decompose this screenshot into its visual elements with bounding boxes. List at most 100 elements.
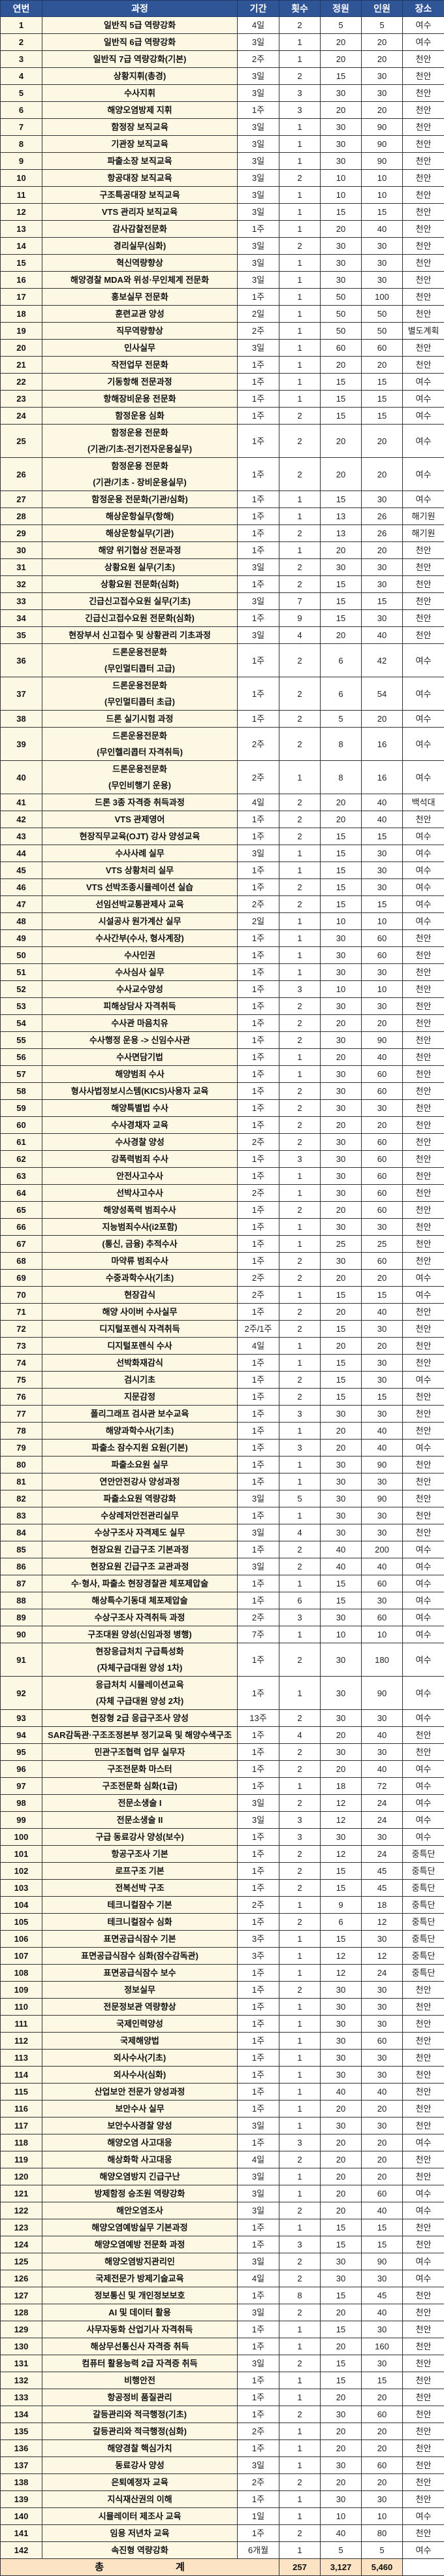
cell-period: 1일 bbox=[238, 2508, 279, 2525]
cell-period: 1주 bbox=[238, 2016, 279, 2033]
cell-capacity: 20 bbox=[321, 1304, 362, 1321]
cell-course: 인사실무 bbox=[42, 340, 238, 357]
cell-persons: 12 bbox=[362, 1948, 403, 1965]
cell-no: 134 bbox=[1, 2406, 42, 2423]
cell-capacity: 10 bbox=[321, 1626, 362, 1643]
cell-place: 천안 bbox=[403, 2321, 444, 2338]
cell-place: 천안 bbox=[403, 238, 444, 255]
cell-course: 국제전문가 방제기술교육 bbox=[42, 2270, 238, 2287]
cell-period: 1주 bbox=[238, 221, 279, 238]
cell-period: 1주 bbox=[238, 1253, 279, 1270]
cell-period: 1주 bbox=[238, 1406, 279, 1423]
cell-no: 17 bbox=[1, 289, 42, 306]
cell-times: 2 bbox=[279, 17, 321, 34]
cell-capacity: 12 bbox=[321, 1965, 362, 1982]
cell-no: 25 bbox=[1, 425, 42, 458]
cell-times: 1 bbox=[279, 2321, 321, 2338]
cell-period: 1주 bbox=[238, 2236, 279, 2253]
cell-period: 1주 bbox=[238, 2101, 279, 2117]
cell-period: 1주 bbox=[238, 811, 279, 828]
cell-capacity: 20 bbox=[321, 2440, 362, 2457]
cell-place: 천안 bbox=[403, 1117, 444, 1134]
cell-place: 천안 bbox=[403, 576, 444, 593]
cell-times: 2 bbox=[279, 1253, 321, 1270]
cell-course: 해양성폭력 범죄수사 bbox=[42, 1202, 238, 1219]
cell-no: 62 bbox=[1, 1151, 42, 1168]
cell-times: 2 bbox=[279, 998, 321, 1015]
cell-period: 2주 bbox=[238, 761, 279, 794]
cell-no: 66 bbox=[1, 1219, 42, 1236]
cell-place: 천안 bbox=[403, 2389, 444, 2406]
cell-period: 1주 bbox=[238, 576, 279, 593]
cell-times: 1 bbox=[279, 187, 321, 204]
cell-course: 일반직 6급 역량강화 bbox=[42, 34, 238, 51]
cell-times: 1 bbox=[279, 1507, 321, 1524]
cell-capacity: 20 bbox=[321, 542, 362, 559]
cell-persons: 60 bbox=[362, 1202, 403, 1219]
cell-capacity: 30 bbox=[321, 2067, 362, 2084]
cell-times: 1 bbox=[279, 391, 321, 408]
cell-no: 43 bbox=[1, 828, 42, 845]
cell-place: 여수 bbox=[403, 1287, 444, 1304]
cell-period: 3일 bbox=[238, 559, 279, 576]
cell-capacity: 30 bbox=[321, 2270, 362, 2287]
cell-capacity: 30 bbox=[321, 2033, 362, 2050]
cell-no: 53 bbox=[1, 998, 42, 1015]
cell-period: 3일 bbox=[238, 593, 279, 610]
cell-capacity: 9 bbox=[321, 1897, 362, 1914]
cell-no: 123 bbox=[1, 2219, 42, 2236]
cell-capacity: 30 bbox=[321, 2491, 362, 2508]
cell-times: 1 bbox=[279, 913, 321, 930]
cell-course: 갈등관리와 적극행정(심화) bbox=[42, 2423, 238, 2440]
cell-course: 직무역량향상 bbox=[42, 323, 238, 340]
cell-no: 132 bbox=[1, 2372, 42, 2389]
cell-times: 6 bbox=[279, 1592, 321, 1609]
cell-capacity: 50 bbox=[321, 323, 362, 340]
cell-course: 민관구조협력 업무 실무자 bbox=[42, 1744, 238, 1761]
cell-capacity: 15 bbox=[321, 896, 362, 913]
cell-no: 44 bbox=[1, 845, 42, 862]
cell-no: 128 bbox=[1, 2304, 42, 2321]
cell-place: 천안 bbox=[403, 947, 444, 964]
cell-times: 2 bbox=[279, 170, 321, 187]
cell-place: 천안 bbox=[403, 255, 444, 272]
cell-course: 구조특공대장 보직교육 bbox=[42, 187, 238, 204]
cell-times: 2 bbox=[279, 559, 321, 576]
cell-place: 여수 bbox=[403, 2185, 444, 2202]
total-place-empty bbox=[403, 2559, 444, 2576]
cell-no: 72 bbox=[1, 1321, 42, 1338]
cell-times: 1 bbox=[279, 2117, 321, 2134]
cell-place: 천안 bbox=[403, 1423, 444, 1440]
cell-times: 1 bbox=[279, 2423, 321, 2440]
cell-capacity: 20 bbox=[321, 2338, 362, 2355]
cell-times: 2 bbox=[279, 1914, 321, 1931]
cell-place: 천안 bbox=[403, 593, 444, 610]
cell-place: 천안 bbox=[403, 1999, 444, 2016]
cell-course: 폴리그래프 검사관 보수교육 bbox=[42, 1406, 238, 1423]
cell-course: 디지털포렌식 자격취득 bbox=[42, 1321, 238, 1338]
cell-times: 1 bbox=[279, 2389, 321, 2406]
cell-course: 현장부서 신고접수 및 상황관리 기초과정 bbox=[42, 627, 238, 644]
cell-no: 135 bbox=[1, 2423, 42, 2440]
cell-capacity: 15 bbox=[321, 2321, 362, 2338]
cell-place: 여수 bbox=[403, 862, 444, 879]
